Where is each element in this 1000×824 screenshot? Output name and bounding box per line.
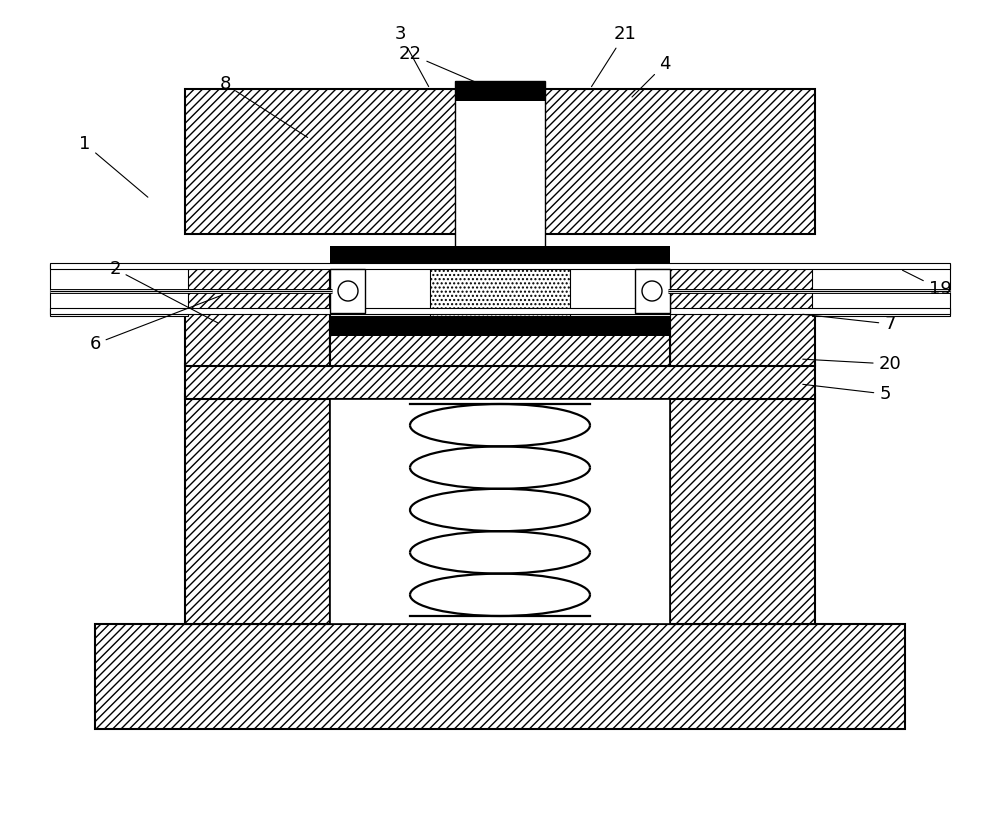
Bar	[95, 624, 905, 729]
Bar	[455, 258, 545, 266]
Text: 22: 22	[398, 45, 477, 83]
Text: 7: 7	[803, 314, 896, 333]
Bar	[330, 246, 670, 266]
Bar	[670, 394, 815, 624]
Text: 8: 8	[219, 75, 308, 138]
Circle shape	[642, 281, 662, 301]
Bar	[330, 269, 365, 313]
Bar	[330, 399, 670, 624]
Text: 21: 21	[591, 25, 636, 87]
Bar	[185, 266, 330, 366]
Text: 3: 3	[394, 25, 429, 87]
Text: 5: 5	[803, 384, 891, 403]
Text: 4: 4	[632, 55, 671, 97]
Bar	[455, 81, 545, 101]
Bar	[455, 81, 545, 266]
Bar	[670, 266, 815, 366]
Circle shape	[338, 281, 358, 301]
Text: 6: 6	[89, 295, 222, 353]
Bar	[330, 321, 670, 366]
Bar	[50, 264, 188, 316]
Bar	[185, 394, 330, 624]
Bar	[185, 364, 815, 399]
Text: 2: 2	[109, 260, 218, 323]
Bar	[330, 316, 670, 336]
Bar	[185, 89, 815, 234]
Text: 1: 1	[79, 135, 148, 197]
Text: 20: 20	[803, 355, 901, 373]
Bar	[430, 266, 570, 316]
Text: 19: 19	[902, 270, 951, 298]
Bar	[50, 263, 950, 269]
Bar	[812, 264, 950, 316]
Bar	[330, 266, 670, 316]
Bar	[635, 269, 670, 313]
Bar	[50, 308, 950, 314]
